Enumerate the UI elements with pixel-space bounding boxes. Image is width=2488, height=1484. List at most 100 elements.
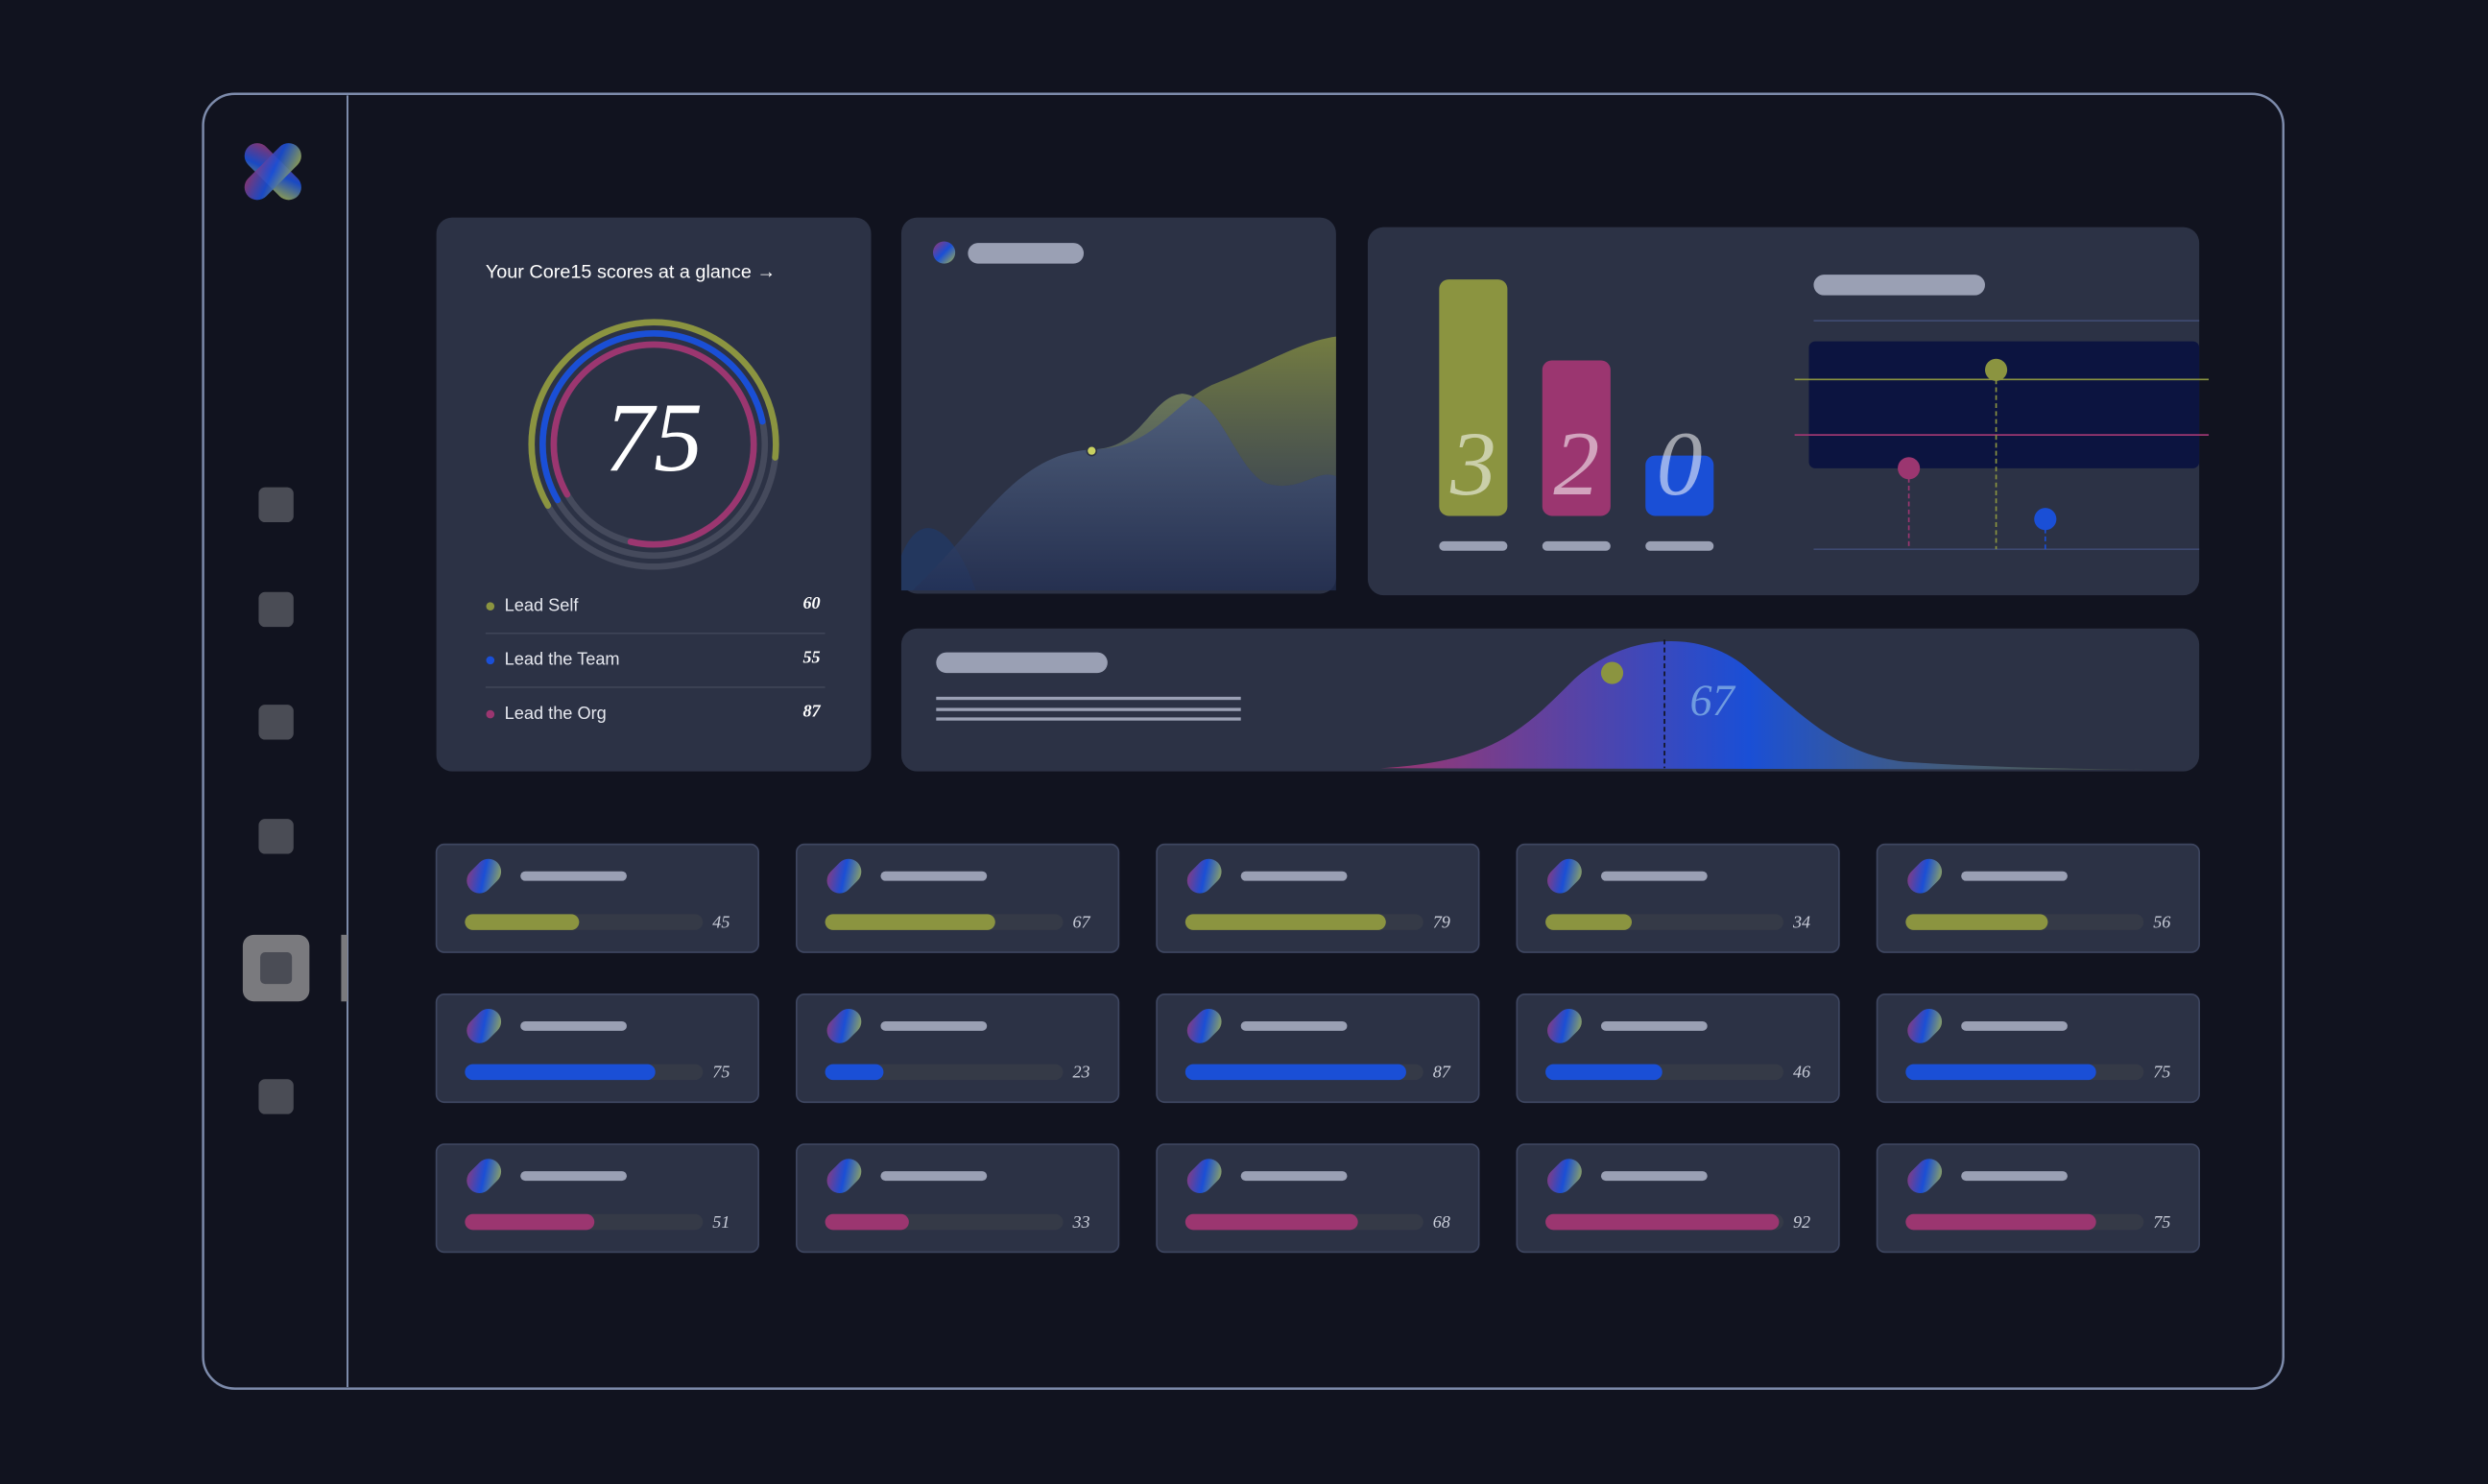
card-icon — [1186, 1008, 1222, 1043]
card-icon — [1907, 858, 1943, 894]
nav-icon — [260, 952, 293, 985]
placeholder — [1600, 1171, 1708, 1182]
card-icon — [466, 1008, 502, 1043]
progress-bar — [1545, 1213, 1780, 1231]
card-icon — [826, 1008, 862, 1043]
card-icon — [826, 1159, 862, 1194]
placeholder — [1813, 275, 1985, 296]
progress-bar — [825, 914, 995, 930]
sidebar-nav — [242, 487, 348, 1114]
lollipop-chart — [1794, 275, 2210, 550]
card-value: 67 — [1072, 912, 1090, 931]
dot — [1600, 661, 1624, 684]
ring-arc — [528, 319, 779, 570]
nav-item[interactable] — [258, 591, 294, 628]
progress-bar — [1905, 1064, 2096, 1081]
nav-item[interactable] — [258, 487, 294, 523]
progress-bar — [1184, 1213, 1358, 1231]
score-title: Your Core15 scores at a glance → — [486, 262, 776, 283]
card-icon — [1907, 1008, 1943, 1043]
card-value: 56 — [2153, 912, 2170, 931]
placeholder — [936, 652, 1108, 674]
card-icon — [466, 1159, 502, 1194]
distribution-value: 67 — [1690, 677, 1736, 726]
progress-bar — [825, 1064, 884, 1081]
bar-label-placeholder — [1439, 540, 1508, 551]
nav-item[interactable] — [258, 819, 294, 854]
active-indicator — [341, 934, 348, 1002]
card-icon — [1547, 1008, 1582, 1043]
ring-arc — [539, 330, 769, 560]
progress-bar — [465, 1213, 595, 1231]
placeholder-line — [936, 717, 1241, 721]
progress-bar — [1905, 914, 2048, 930]
legend-label: Lead Self — [505, 595, 580, 614]
card-icon — [1907, 1159, 1943, 1194]
ring-arc — [550, 341, 757, 548]
legend-label: Lead the Org — [505, 704, 607, 723]
card-value: 46 — [1793, 1063, 1810, 1082]
logo — [244, 143, 301, 201]
bell-curve — [1380, 641, 2200, 770]
placeholder — [880, 871, 988, 881]
placeholder — [1240, 871, 1348, 881]
area — [912, 336, 1336, 591]
nav-item[interactable] — [258, 1079, 294, 1114]
card-value: 51 — [712, 1212, 730, 1232]
progress-bar — [1545, 914, 1633, 930]
placeholder — [880, 1171, 988, 1182]
placeholder-line — [936, 696, 1241, 701]
placeholder — [1961, 871, 2068, 881]
bar-value: 3 — [1449, 413, 1496, 515]
placeholder — [1240, 1020, 1348, 1031]
card-icon — [1547, 1159, 1582, 1194]
legend-dot — [486, 602, 495, 610]
card-value: 92 — [1793, 1212, 1810, 1232]
legend-value: 60 — [802, 593, 820, 612]
placeholder — [880, 1020, 988, 1031]
dot — [2034, 508, 2057, 531]
placeholder — [1240, 1171, 1348, 1182]
card-icon — [1186, 858, 1222, 894]
card-value: 79 — [1433, 912, 1450, 931]
bar-label-placeholder — [1645, 540, 1714, 551]
card-value: 75 — [2153, 1063, 2170, 1082]
progress-bar — [465, 914, 580, 930]
panel-icon — [933, 241, 956, 264]
card-value: 75 — [2153, 1212, 2170, 1232]
card-value: 45 — [712, 912, 730, 931]
area — [912, 394, 1336, 591]
progress-bar — [825, 1213, 909, 1231]
point — [1086, 444, 1098, 457]
card-value: 33 — [1071, 1212, 1089, 1232]
card-value: 68 — [1433, 1212, 1450, 1232]
progress-bar — [1905, 1213, 2096, 1231]
placeholder — [968, 243, 1085, 264]
score-panel — [436, 217, 872, 772]
bar — [1439, 279, 1508, 516]
bar-label-placeholder — [1542, 540, 1611, 551]
placeholder — [1600, 1020, 1708, 1031]
bar — [1542, 360, 1611, 516]
highlight-band — [1808, 341, 2200, 468]
overall-score: 75 — [605, 384, 703, 492]
placeholder — [520, 871, 627, 881]
progress-bar — [1545, 1064, 1663, 1081]
placeholder — [1600, 871, 1708, 881]
legend-dot — [486, 709, 495, 719]
legend-dot — [486, 656, 495, 665]
dot — [1898, 457, 1921, 480]
placeholder — [520, 1020, 627, 1031]
distribution-panel — [900, 628, 2200, 772]
bar — [1645, 455, 1714, 516]
card-icon — [1186, 1159, 1222, 1194]
nav-item[interactable] — [258, 705, 294, 740]
legend-label: Lead the Team — [505, 650, 620, 669]
card-icon — [466, 858, 502, 894]
bar-value: 0 — [1657, 413, 1703, 515]
distribution: 67 — [936, 639, 2200, 770]
card-value: 75 — [712, 1063, 730, 1082]
card-value: 34 — [1792, 912, 1810, 931]
